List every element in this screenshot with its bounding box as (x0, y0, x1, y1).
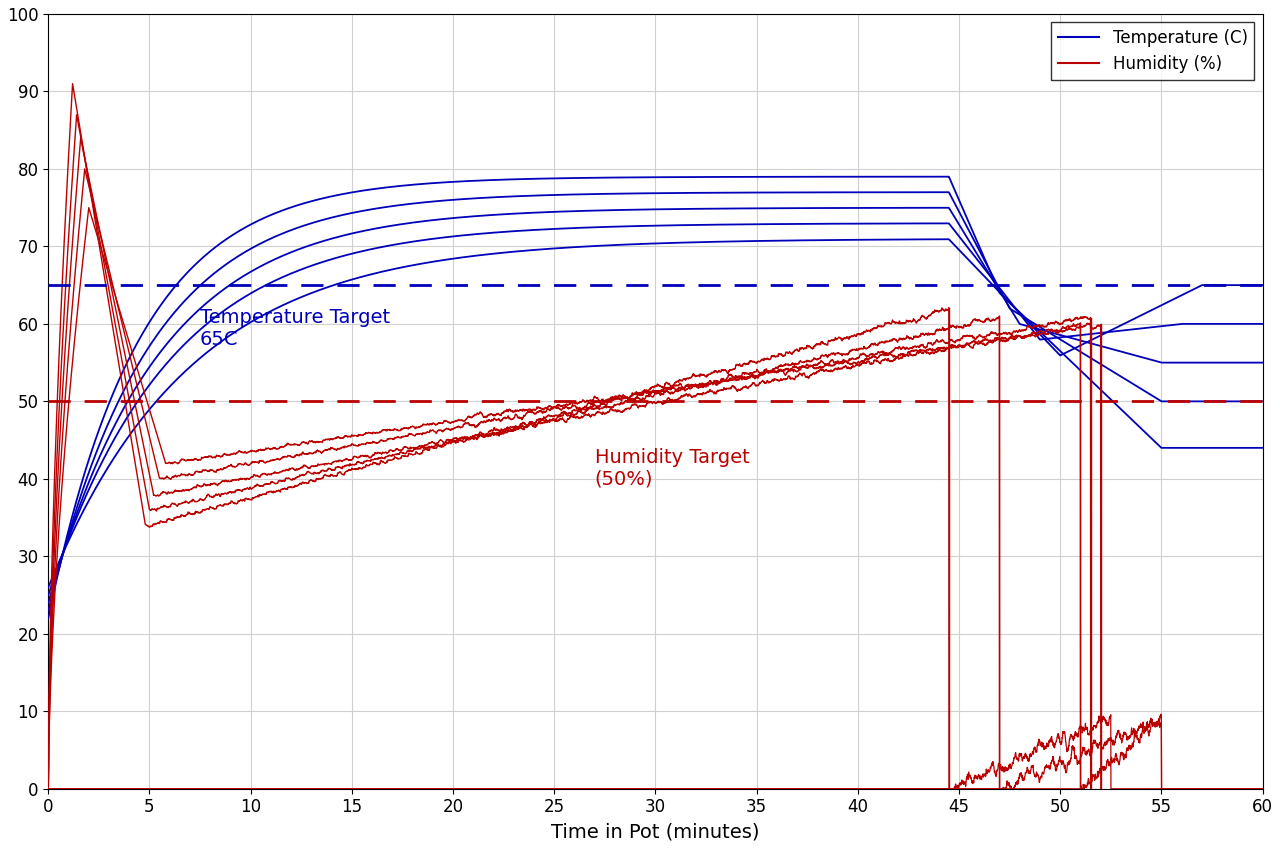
Text: Humidity Target
(50%): Humidity Target (50%) (595, 448, 750, 488)
Text: Temperature Target
65C: Temperature Target 65C (200, 309, 390, 349)
X-axis label: Time in Pot (minutes): Time in Pot (minutes) (552, 822, 759, 841)
Legend: Temperature (C), Humidity (%): Temperature (C), Humidity (%) (1051, 22, 1254, 80)
